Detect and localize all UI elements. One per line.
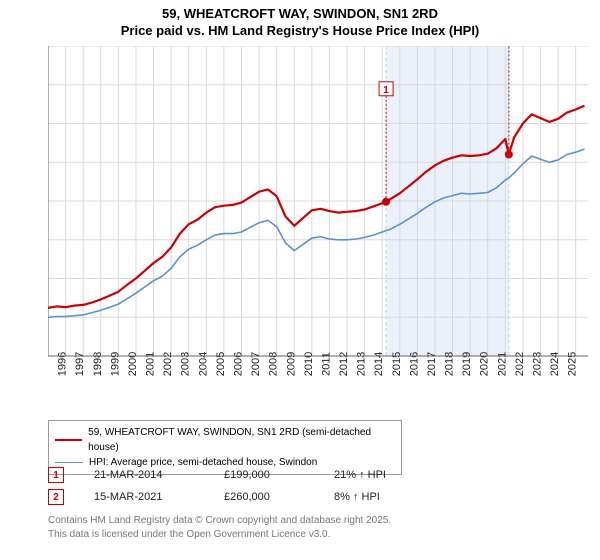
svg-text:2006: 2006 bbox=[232, 352, 244, 376]
svg-text:2016: 2016 bbox=[408, 352, 420, 376]
event-marker: 2 bbox=[48, 489, 64, 505]
event-price: £260,000 bbox=[224, 491, 304, 503]
svg-text:2005: 2005 bbox=[215, 352, 227, 376]
svg-text:2012: 2012 bbox=[338, 352, 350, 376]
chart-title: 59, WHEATCROFT WAY, SWINDON, SN1 2RD Pri… bbox=[0, 0, 600, 40]
svg-text:2015: 2015 bbox=[391, 352, 403, 376]
svg-text:2001: 2001 bbox=[145, 352, 157, 376]
svg-text:2022: 2022 bbox=[514, 352, 526, 376]
title-line1: 59, WHEATCROFT WAY, SWINDON, SN1 2RD bbox=[0, 6, 600, 23]
svg-text:2002: 2002 bbox=[162, 352, 174, 376]
legend-swatch bbox=[55, 462, 83, 463]
svg-text:2004: 2004 bbox=[197, 352, 209, 376]
svg-text:2021: 2021 bbox=[496, 352, 508, 376]
svg-text:2003: 2003 bbox=[180, 352, 192, 376]
legend-item: 59, WHEATCROFT WAY, SWINDON, SN1 2RD (se… bbox=[55, 425, 395, 455]
event-marker: 1 bbox=[48, 467, 64, 483]
svg-text:2008: 2008 bbox=[268, 352, 280, 376]
svg-text:1999: 1999 bbox=[109, 352, 121, 376]
svg-text:2014: 2014 bbox=[373, 352, 385, 376]
svg-text:2024: 2024 bbox=[549, 352, 561, 376]
event-date: 15-MAR-2021 bbox=[94, 491, 194, 503]
line-chart: £0£50K£100K£150K£200K£250K£300K£350K£400… bbox=[48, 46, 588, 386]
svg-text:1998: 1998 bbox=[92, 352, 104, 376]
svg-text:1: 1 bbox=[383, 85, 389, 96]
event-price: £199,000 bbox=[224, 469, 304, 481]
svg-text:2010: 2010 bbox=[303, 352, 315, 376]
svg-text:2007: 2007 bbox=[250, 352, 262, 376]
svg-text:2023: 2023 bbox=[532, 352, 544, 376]
svg-text:2013: 2013 bbox=[356, 352, 368, 376]
event-row: 1 21-MAR-2014 £199,000 21% ↑ HPI bbox=[48, 464, 424, 486]
svg-text:1997: 1997 bbox=[74, 352, 86, 376]
svg-text:2020: 2020 bbox=[479, 352, 491, 376]
svg-text:2019: 2019 bbox=[461, 352, 473, 376]
event-delta: 8% ↑ HPI bbox=[334, 491, 424, 503]
svg-text:2000: 2000 bbox=[127, 352, 139, 376]
legend-label: 59, WHEATCROFT WAY, SWINDON, SN1 2RD (se… bbox=[88, 425, 395, 455]
legend-swatch bbox=[55, 439, 82, 441]
event-date: 21-MAR-2014 bbox=[94, 469, 194, 481]
svg-text:2025: 2025 bbox=[567, 352, 579, 376]
footer-line1: Contains HM Land Registry data © Crown c… bbox=[48, 514, 391, 528]
title-line2: Price paid vs. HM Land Registry's House … bbox=[0, 23, 600, 40]
event-delta: 21% ↑ HPI bbox=[334, 469, 424, 481]
svg-text:2018: 2018 bbox=[444, 352, 456, 376]
svg-text:1996: 1996 bbox=[57, 352, 69, 376]
event-list: 1 21-MAR-2014 £199,000 21% ↑ HPI 2 15-MA… bbox=[48, 464, 424, 508]
footer-line2: This data is licensed under the Open Gov… bbox=[48, 528, 391, 542]
footer: Contains HM Land Registry data © Crown c… bbox=[48, 514, 391, 541]
event-row: 2 15-MAR-2021 £260,000 8% ↑ HPI bbox=[48, 486, 424, 508]
chart-area: £0£50K£100K£150K£200K£250K£300K£350K£400… bbox=[48, 46, 588, 386]
svg-text:2009: 2009 bbox=[285, 352, 297, 376]
svg-text:2017: 2017 bbox=[426, 352, 438, 376]
